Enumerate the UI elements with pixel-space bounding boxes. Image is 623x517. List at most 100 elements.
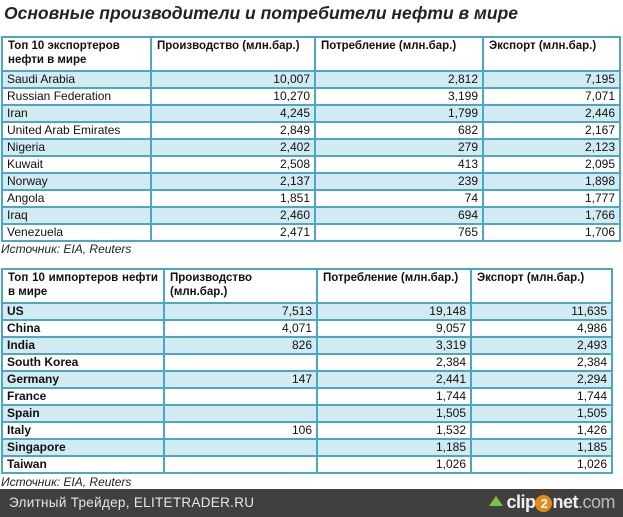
production-cell xyxy=(163,353,318,372)
export-cell: 2,095 xyxy=(482,155,621,174)
upload-arrow-icon xyxy=(489,496,504,506)
country-cell: South Korea xyxy=(1,353,165,372)
header-consumption: Потребление (млн.бар.) xyxy=(314,36,484,72)
consumption-cell: 765 xyxy=(314,223,484,242)
importers-header-row: Топ 10 импортеров нефти в мире Производс… xyxy=(1,268,613,304)
header-country: Топ 10 экспортеров нефти в мире xyxy=(1,36,152,72)
table-row: Russian Federation 10,270 3,199 7,071 xyxy=(1,87,621,106)
consumption-cell: 1,744 xyxy=(316,387,472,406)
consumption-cell: 1,026 xyxy=(316,455,472,474)
country-cell: Italy xyxy=(1,421,165,440)
consumption-cell: 2,812 xyxy=(314,70,484,89)
production-cell: 2,508 xyxy=(150,155,316,174)
consumption-cell: 413 xyxy=(314,155,484,174)
table-row: France 1,744 1,744 xyxy=(1,387,613,406)
export-cell: 4,986 xyxy=(470,319,613,338)
country-cell: Russian Federation xyxy=(1,87,152,106)
export-cell: 1,426 xyxy=(470,421,613,440)
export-cell: 2,493 xyxy=(470,336,613,355)
consumption-cell: 1,505 xyxy=(316,404,472,423)
country-cell: Kuwait xyxy=(1,155,152,174)
export-cell: 2,384 xyxy=(470,353,613,372)
table-row: Nigeria 2,402 279 2,123 xyxy=(1,138,621,157)
clip2net-logo: clip 2 net.com xyxy=(489,492,616,513)
table-row: Iraq 2,460 694 1,766 xyxy=(1,206,621,225)
production-cell: 7,513 xyxy=(163,302,318,321)
table-row: Spain 1,505 1,505 xyxy=(1,404,613,423)
header-consumption: Потребление (млн.бар.) xyxy=(316,268,472,304)
country-cell: United Arab Emirates xyxy=(1,121,152,140)
export-cell: 1,505 xyxy=(470,404,613,423)
export-cell: 2,446 xyxy=(482,104,621,123)
production-cell xyxy=(163,404,318,423)
production-cell xyxy=(163,438,318,457)
production-cell: 2,460 xyxy=(150,206,316,225)
export-cell: 1,026 xyxy=(470,455,613,474)
consumption-cell: 3,199 xyxy=(314,87,484,106)
header-export: Экспорт (млн.бар.) xyxy=(482,36,621,72)
production-cell: 10,007 xyxy=(150,70,316,89)
export-cell: 1,706 xyxy=(482,223,621,242)
table-row: China 4,071 9,057 4,986 xyxy=(1,319,613,338)
table-row: United Arab Emirates 2,849 682 2,167 xyxy=(1,121,621,140)
header-country: Топ 10 импортеров нефти в мире xyxy=(1,268,165,304)
table-row: India 826 3,319 2,493 xyxy=(1,336,613,355)
production-cell: 147 xyxy=(163,370,318,389)
export-cell: 1,898 xyxy=(482,172,621,191)
production-cell: 4,071 xyxy=(163,319,318,338)
exporters-header-row: Топ 10 экспортеров нефти в мире Производ… xyxy=(1,36,621,72)
table-row: South Korea 2,384 2,384 xyxy=(1,353,613,372)
table-row: Iran 4,245 1,799 2,446 xyxy=(1,104,621,123)
production-cell: 2,402 xyxy=(150,138,316,157)
table-row: Saudi Arabia 10,007 2,812 7,195 xyxy=(1,70,621,89)
footer-text: Элитный Трейдер, ELITETRADER.RU xyxy=(9,495,255,510)
consumption-cell: 2,441 xyxy=(316,370,472,389)
exporters-source: Источник: EIA, Reuters xyxy=(1,242,132,256)
country-cell: Spain xyxy=(1,404,165,423)
table-row: Angola 1,851 74 1,777 xyxy=(1,189,621,208)
export-cell: 7,195 xyxy=(482,70,621,89)
consumption-cell: 1,532 xyxy=(316,421,472,440)
export-cell: 2,167 xyxy=(482,121,621,140)
table-row: Taiwan 1,026 1,026 xyxy=(1,455,613,474)
export-cell: 7,071 xyxy=(482,87,621,106)
export-cell: 1,744 xyxy=(470,387,613,406)
country-cell: Singapore xyxy=(1,438,165,457)
table-row: US 7,513 19,148 11,635 xyxy=(1,302,613,321)
consumption-cell: 19,148 xyxy=(316,302,472,321)
consumption-cell: 1,799 xyxy=(314,104,484,123)
country-cell: Germany xyxy=(1,370,165,389)
table-row: Singapore 1,185 1,185 xyxy=(1,438,613,457)
table-row: Norway 2,137 239 1,898 xyxy=(1,172,621,191)
production-cell: 826 xyxy=(163,336,318,355)
consumption-cell: 74 xyxy=(314,189,484,208)
country-cell: Angola xyxy=(1,189,152,208)
country-cell: Nigeria xyxy=(1,138,152,157)
production-cell: 2,849 xyxy=(150,121,316,140)
importers-source: Источник: EIA, Reuters xyxy=(1,475,132,489)
production-cell: 1,851 xyxy=(150,189,316,208)
production-cell xyxy=(163,387,318,406)
country-cell: France xyxy=(1,387,165,406)
country-cell: Iran xyxy=(1,104,152,123)
consumption-cell: 279 xyxy=(314,138,484,157)
production-cell: 4,245 xyxy=(150,104,316,123)
country-cell: Venezuela xyxy=(1,223,152,242)
export-cell: 1,185 xyxy=(470,438,613,457)
consumption-cell: 682 xyxy=(314,121,484,140)
consumption-cell: 694 xyxy=(314,206,484,225)
table-row: Germany 147 2,441 2,294 xyxy=(1,370,613,389)
importers-table: Топ 10 импортеров нефти в мире Производс… xyxy=(1,268,613,474)
production-cell: 10,270 xyxy=(150,87,316,106)
consumption-cell: 3,319 xyxy=(316,336,472,355)
production-cell: 2,471 xyxy=(150,223,316,242)
country-cell: India xyxy=(1,336,165,355)
export-cell: 1,766 xyxy=(482,206,621,225)
country-cell: Norway xyxy=(1,172,152,191)
table-row: Kuwait 2,508 413 2,095 xyxy=(1,155,621,174)
production-cell xyxy=(163,455,318,474)
export-cell: 11,635 xyxy=(470,302,613,321)
country-cell: Saudi Arabia xyxy=(1,70,152,89)
page-title: Основные производители и потребители неф… xyxy=(4,3,518,23)
export-cell: 2,294 xyxy=(470,370,613,389)
